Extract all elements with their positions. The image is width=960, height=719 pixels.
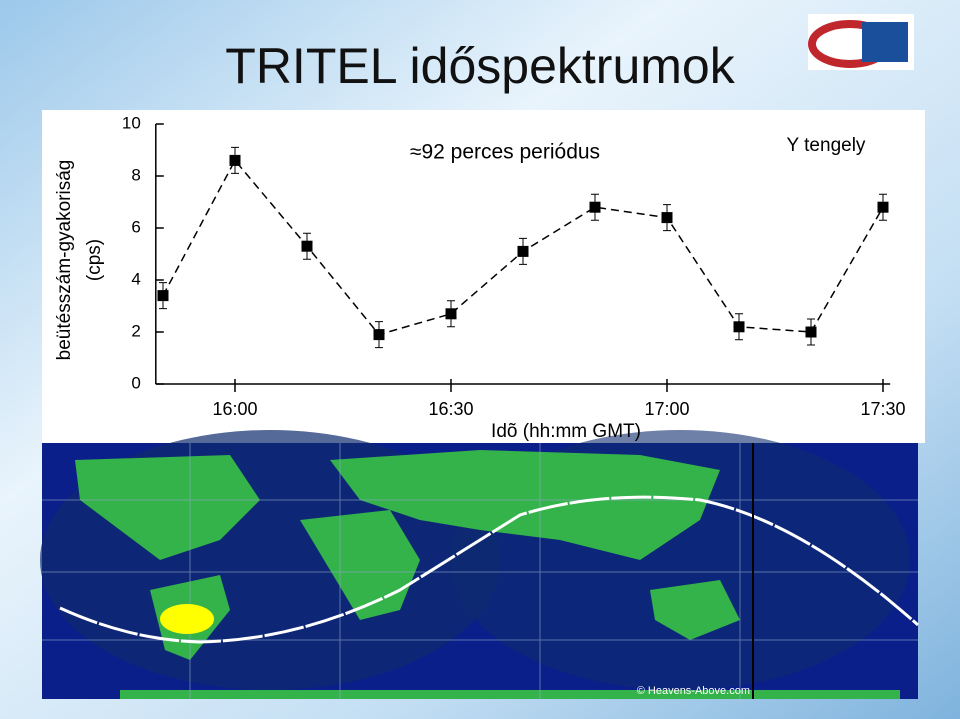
- data-point: [877, 201, 889, 213]
- data-point: [229, 154, 241, 166]
- logo: [808, 14, 914, 70]
- y-tick-label: 8: [131, 165, 140, 184]
- y-tick-label: 2: [131, 321, 140, 340]
- chart: beütésszám-gyakoriság (cps) Idõ (hh:mm G…: [54, 113, 906, 442]
- y-tick-label: 0: [131, 373, 140, 392]
- map: © Heavens-Above.com: [40, 430, 919, 699]
- data-point: [805, 326, 817, 338]
- y-tick-label: 6: [131, 217, 140, 236]
- data-point: [661, 212, 673, 224]
- y-axis-label: beütésszám-gyakoriság: [54, 160, 75, 361]
- data-point: [445, 308, 457, 320]
- y-tick-label: 10: [122, 113, 141, 132]
- data-point: [301, 240, 313, 252]
- legend-text: Y tengely: [787, 135, 866, 156]
- x-axis-label: Idõ (hh:mm GMT): [491, 421, 641, 442]
- map-credit: © Heavens-Above.com: [637, 685, 750, 697]
- data-point: [157, 290, 169, 302]
- data-point: [373, 329, 385, 341]
- annotation: ≈92 perces periódus: [410, 141, 600, 164]
- y-tick-label: 4: [131, 269, 140, 288]
- x-tick-label: 17:30: [860, 399, 905, 419]
- data-point: [517, 245, 529, 257]
- x-tick-label: 16:30: [428, 399, 473, 419]
- x-tick-label: 17:00: [644, 399, 689, 419]
- x-tick-label: 16:00: [212, 399, 257, 419]
- y-axis-unit: (cps): [84, 239, 105, 281]
- slide-title: TRITEL időspektrumok: [225, 38, 735, 94]
- data-point: [589, 201, 601, 213]
- chart-panel: [42, 110, 925, 443]
- data-point: [733, 321, 745, 333]
